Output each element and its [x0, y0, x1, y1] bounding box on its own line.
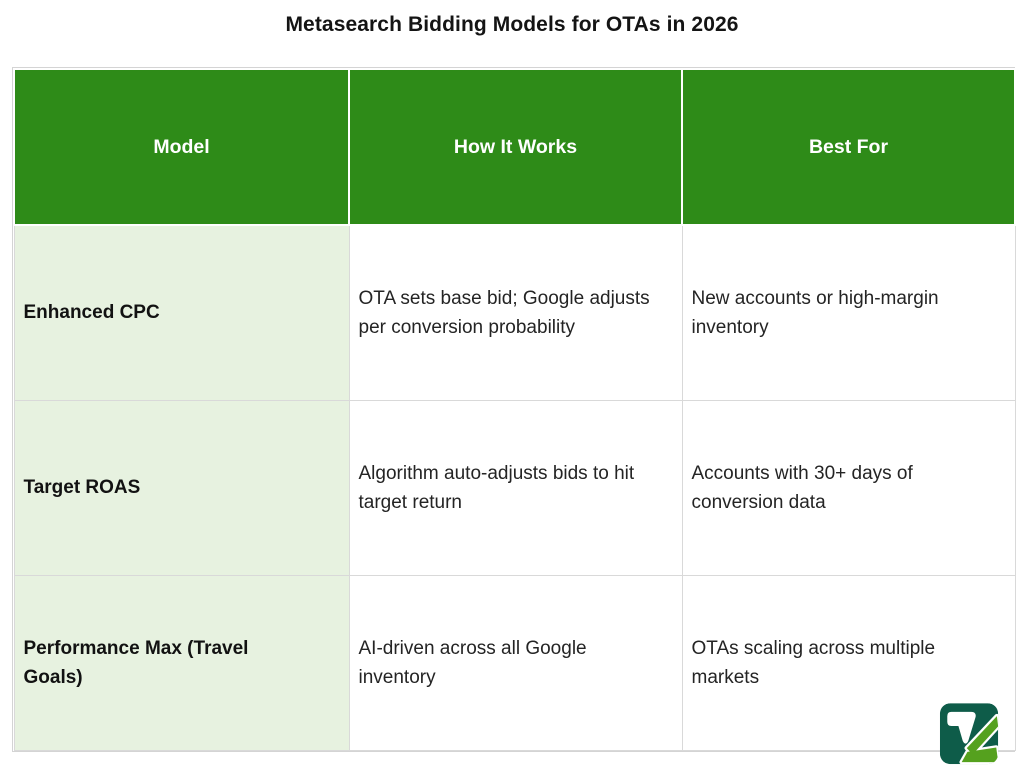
- page-title: Metasearch Bidding Models for OTAs in 20…: [285, 13, 739, 36]
- cell-how-it-works: Algorithm auto-adjusts bids to hit targe…: [348, 400, 683, 576]
- table-row: Enhanced CPC OTA sets base bid; Google a…: [13, 224, 1016, 401]
- column-header-best-for: Best For: [681, 68, 1016, 226]
- bidding-models-table: Model How It Works Best For Enhanced CPC…: [12, 67, 1016, 752]
- cell-model-performance-max: Performance Max (Travel Goals): [13, 575, 350, 751]
- cell-best-for: Accounts with 30+ days of conversion dat…: [681, 400, 1016, 576]
- cell-best-for: New accounts or high-margin inventory: [681, 224, 1016, 401]
- brand-logo: [938, 702, 1002, 766]
- cell-how-it-works: AI-driven across all Google inventory: [348, 575, 683, 751]
- table-row: Target ROAS Algorithm auto-adjusts bids …: [13, 400, 1016, 576]
- column-header-how-it-works: How It Works: [348, 68, 683, 226]
- table: Model How It Works Best For Enhanced CPC…: [13, 68, 1016, 751]
- cell-best-for: OTAs scaling across multiple markets: [681, 575, 1016, 751]
- table-header-row: Model How It Works Best For: [13, 68, 1016, 226]
- cell-model-target-roas: Target ROAS: [13, 400, 350, 576]
- column-header-model: Model: [13, 68, 350, 226]
- fz-monogram-icon: [939, 703, 999, 765]
- table-row: Performance Max (Travel Goals) AI-driven…: [13, 575, 1016, 751]
- cell-model-enhanced-cpc: Enhanced CPC: [13, 224, 350, 401]
- cell-how-it-works: OTA sets base bid; Google adjusts per co…: [348, 224, 683, 401]
